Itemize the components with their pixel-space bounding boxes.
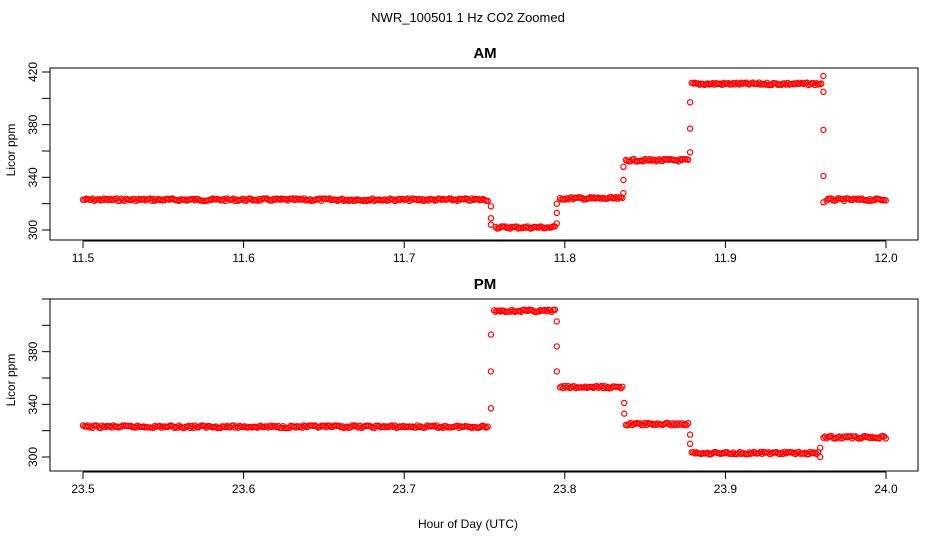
pm-x-tick-label: 23.7 xyxy=(393,482,417,496)
pm-x-tick-label: 23.9 xyxy=(714,482,738,496)
pm-plot-frame xyxy=(49,298,919,472)
pm-segment-2-point xyxy=(617,385,625,392)
am-transition-4-point-0 xyxy=(820,72,827,80)
pm-transition-4-point-1 xyxy=(817,444,824,451)
pm-segment-2-point xyxy=(619,383,626,390)
am-transition-2-point-1 xyxy=(620,176,627,184)
am-x-tick-label: 11.8 xyxy=(554,251,577,265)
pm-transition-4-point-0 xyxy=(817,453,824,461)
am-plot-frame xyxy=(49,67,919,241)
pm-y-axis: 300 340 380 xyxy=(26,298,51,467)
pm-transition-0-point-2 xyxy=(487,331,495,338)
am-transition-2-point-0 xyxy=(620,189,627,197)
figure-title: NWR_100501 1 Hz CO2 Zoomed xyxy=(371,10,565,25)
am-transition-0-point-2 xyxy=(487,221,495,228)
pm-y-tick-label: 340 xyxy=(26,394,40,414)
am-panel-title: AM xyxy=(473,45,496,62)
pm-x-tick-label: 23.6 xyxy=(232,482,256,496)
pm-y-axis-label: Licor ppm xyxy=(4,354,18,407)
pm-x-tick-label: 24.0 xyxy=(874,482,898,496)
pm-data-points xyxy=(79,306,890,461)
am-x-tick-label: 12.0 xyxy=(874,251,898,265)
pm-transition-1-point-1 xyxy=(553,343,561,350)
am-x-tick-label: 11.5 xyxy=(72,251,95,265)
pm-x-tick-label: 23.5 xyxy=(71,482,95,496)
pm-segment-2-point xyxy=(616,383,623,391)
pm-panel-title: PM xyxy=(474,276,497,293)
am-y-tick-label: 300 xyxy=(26,220,40,240)
pm-transition-3-point-1 xyxy=(686,440,694,447)
am-x-tick-label: 11.9 xyxy=(714,251,737,265)
pm-segment-3-point xyxy=(685,420,692,427)
pm-y-tick-label: 380 xyxy=(26,341,40,361)
am-transition-4-point-4 xyxy=(820,199,827,206)
am-segment-0-point xyxy=(484,197,491,205)
am-transition-4-point-1 xyxy=(820,88,827,96)
am-x-tick-label: 11.6 xyxy=(232,251,255,265)
pm-transition-2-point-1 xyxy=(621,410,628,417)
pm-segment-5-point xyxy=(882,435,890,442)
am-panel: AM Licor ppm 11.5 11.6 11.7 11.8 11.9 12.0 30… xyxy=(4,45,919,265)
am-y-axis: 300 340 380 420 xyxy=(26,62,51,240)
am-transition-1-point-1 xyxy=(553,209,561,217)
am-y-tick-label: 340 xyxy=(26,167,40,187)
am-transition-3-point-2 xyxy=(686,99,694,106)
pm-segment-4-point xyxy=(813,450,820,458)
am-transition-3-point-0 xyxy=(686,149,694,156)
am-y-axis-label: Licor ppm xyxy=(4,124,18,177)
pm-transition-0-point-0 xyxy=(487,405,495,412)
am-transition-4-point-2 xyxy=(820,126,827,134)
pm-x-tick-label: 23.8 xyxy=(553,482,577,496)
am-transition-0-point-1 xyxy=(487,214,495,222)
am-transition-3-point-1 xyxy=(686,125,694,132)
am-segment-3-point xyxy=(685,156,692,163)
am-transition-1-point-0 xyxy=(553,220,561,227)
am-transition-0-point-0 xyxy=(487,203,495,210)
pm-segment-0-point xyxy=(175,422,183,429)
pm-transition-1-point-0 xyxy=(553,318,561,325)
am-x-tick-label: 11.7 xyxy=(393,251,416,265)
am-data-points xyxy=(79,72,890,232)
pm-transition-1-point-2 xyxy=(553,368,561,375)
pm-transition-0-point-1 xyxy=(487,368,495,375)
pm-panel: PM Licor ppm 23.5 23.6 23.7 23.8 23.9 24.0 30… xyxy=(4,276,919,496)
pm-x-axis: 23.5 23.6 23.7 23.8 23.9 24.0 xyxy=(71,471,898,496)
am-transition-1-point-2 xyxy=(553,200,561,207)
pm-transition-3-point-0 xyxy=(686,431,694,438)
am-segment-5-point xyxy=(882,197,890,204)
am-x-axis: 11.5 11.6 11.7 11.8 11.9 12.0 xyxy=(72,240,898,265)
pm-transition-2-point-0 xyxy=(621,399,628,407)
pm-segment-0-point xyxy=(388,422,395,429)
am-transition-2-point-2 xyxy=(620,163,627,170)
x-axis-label: Hour of Day (UTC) xyxy=(418,517,518,531)
am-transition-4-point-3 xyxy=(820,172,827,180)
pm-y-tick-label: 300 xyxy=(26,447,40,467)
am-y-tick-label: 380 xyxy=(26,114,40,134)
pm-segment-1-point xyxy=(551,306,559,313)
am-segment-4-point xyxy=(818,80,825,87)
am-y-tick-label: 420 xyxy=(26,62,40,82)
pm-segment-0-point xyxy=(484,423,491,430)
